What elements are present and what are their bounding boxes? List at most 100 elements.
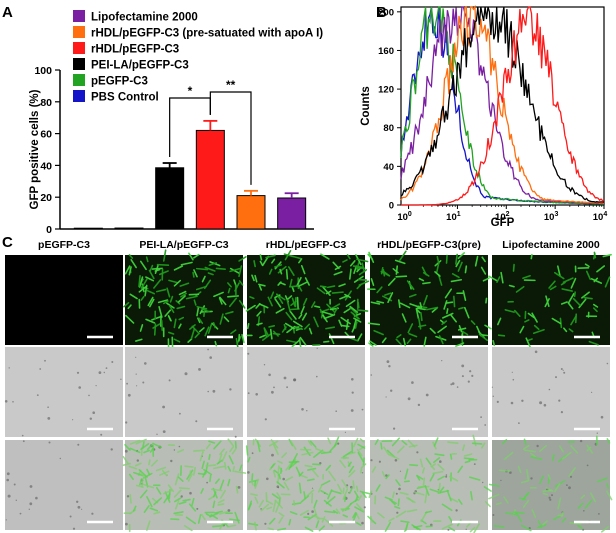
cell-debris <box>237 486 241 489</box>
gfp-cell <box>317 485 323 493</box>
cell-debris <box>36 394 39 396</box>
gfp-cell <box>260 503 270 512</box>
gfp-cell <box>342 487 345 494</box>
gfp-cell <box>241 333 245 344</box>
gfp-cell <box>155 466 167 472</box>
gfp-cell <box>251 473 254 481</box>
gfp-cell <box>132 505 137 512</box>
cell-debris <box>21 434 24 437</box>
cell-debris <box>509 471 512 474</box>
gfp-cell <box>322 286 331 296</box>
cell-debris <box>207 348 210 351</box>
gfp-cell <box>424 510 432 514</box>
micrograph-background <box>5 255 123 345</box>
cell-debris <box>47 406 49 409</box>
gfp-cell <box>196 305 208 310</box>
gfp-cell <box>219 448 225 456</box>
cell-debris <box>396 511 399 514</box>
gfp-cell <box>388 453 400 460</box>
gfp-cell <box>211 488 223 492</box>
micrograph-background <box>125 347 243 437</box>
y-axis-title: Counts <box>360 86 372 126</box>
gfp-cell <box>168 305 175 314</box>
bar <box>114 227 144 230</box>
gfp-cell <box>216 459 224 465</box>
gfp-cell <box>384 521 392 532</box>
cell-debris <box>103 371 106 374</box>
gfp-cell <box>127 304 132 310</box>
gfp-cell <box>229 446 235 453</box>
gfp-cell <box>457 252 465 259</box>
gfp-cell <box>238 265 243 278</box>
gfp-cell <box>144 284 148 297</box>
gfp-cell <box>258 284 263 291</box>
gfp-cell <box>401 313 407 323</box>
gfp-cell <box>478 333 489 342</box>
gfp-cell <box>383 446 390 456</box>
gfp-cell <box>522 274 531 280</box>
gfp-cell <box>351 312 360 320</box>
gfp-cell <box>203 468 213 476</box>
cell-debris <box>469 370 472 373</box>
gfp-cell <box>250 493 258 497</box>
histogram-panel: 0 40 80 120 160 200 100 101 102 103 104 Counts GFP <box>360 4 607 229</box>
cell-debris <box>22 440 25 443</box>
gfp-cell <box>439 486 445 493</box>
cell-debris <box>563 371 566 374</box>
cell-debris <box>350 409 354 412</box>
gfp-cell <box>391 437 401 447</box>
cell-debris <box>29 502 33 506</box>
gfp-cell <box>600 525 610 533</box>
gfp-cell <box>324 510 336 514</box>
gfp-cell <box>359 490 371 495</box>
gfp-cell <box>421 266 428 276</box>
gfp-cell <box>455 253 458 265</box>
gfp-cell <box>283 253 294 258</box>
cell-debris <box>411 381 414 384</box>
gfp-cell <box>304 526 314 532</box>
gfp-cell <box>357 333 363 342</box>
cell-debris <box>484 424 487 426</box>
cell-debris <box>162 430 166 433</box>
gfp-cell <box>409 303 421 309</box>
gfp-cell <box>327 437 332 445</box>
gfp-cell <box>201 460 205 470</box>
gfp-cell <box>342 450 352 458</box>
micrograph-column-title: PEI-LA/pEGFP-C3 <box>139 239 228 251</box>
gfp-cell <box>306 489 315 497</box>
gfp-cell <box>388 517 395 522</box>
micrograph-cell <box>488 251 612 349</box>
gfp-cell <box>352 480 355 489</box>
gfp-cell <box>539 475 544 485</box>
cell-debris <box>111 361 114 363</box>
gfp-cell <box>151 315 163 321</box>
gfp-cell <box>332 509 339 514</box>
gfp-cell <box>429 473 435 482</box>
cell-debris <box>120 378 122 380</box>
cell-debris <box>286 386 288 389</box>
y-tick-label: 120 <box>378 85 394 96</box>
gfp-cell <box>210 513 219 520</box>
gfp-cell <box>437 325 447 334</box>
gfp-cell <box>314 305 321 308</box>
gfp-cell <box>173 489 182 498</box>
gfp-cell <box>138 275 141 288</box>
gfp-cell <box>602 253 612 258</box>
gfp-cell <box>178 487 190 490</box>
gfp-cell <box>395 265 399 275</box>
cell-debris <box>196 507 199 510</box>
micrograph-cell <box>125 347 243 438</box>
gfp-cell <box>408 293 417 298</box>
gfp-cell <box>512 263 515 272</box>
gfp-cell <box>146 289 155 295</box>
x-tick-label: 102 <box>495 211 510 223</box>
gfp-cell <box>457 261 463 272</box>
gfp-cell <box>501 438 508 445</box>
gfp-cell <box>278 516 284 524</box>
gfp-cell <box>592 303 599 308</box>
gfp-cell <box>523 438 527 446</box>
gfp-cell <box>522 444 530 450</box>
gfp-cell <box>310 301 316 309</box>
cell-debris <box>125 522 128 526</box>
gfp-cell <box>406 280 415 290</box>
